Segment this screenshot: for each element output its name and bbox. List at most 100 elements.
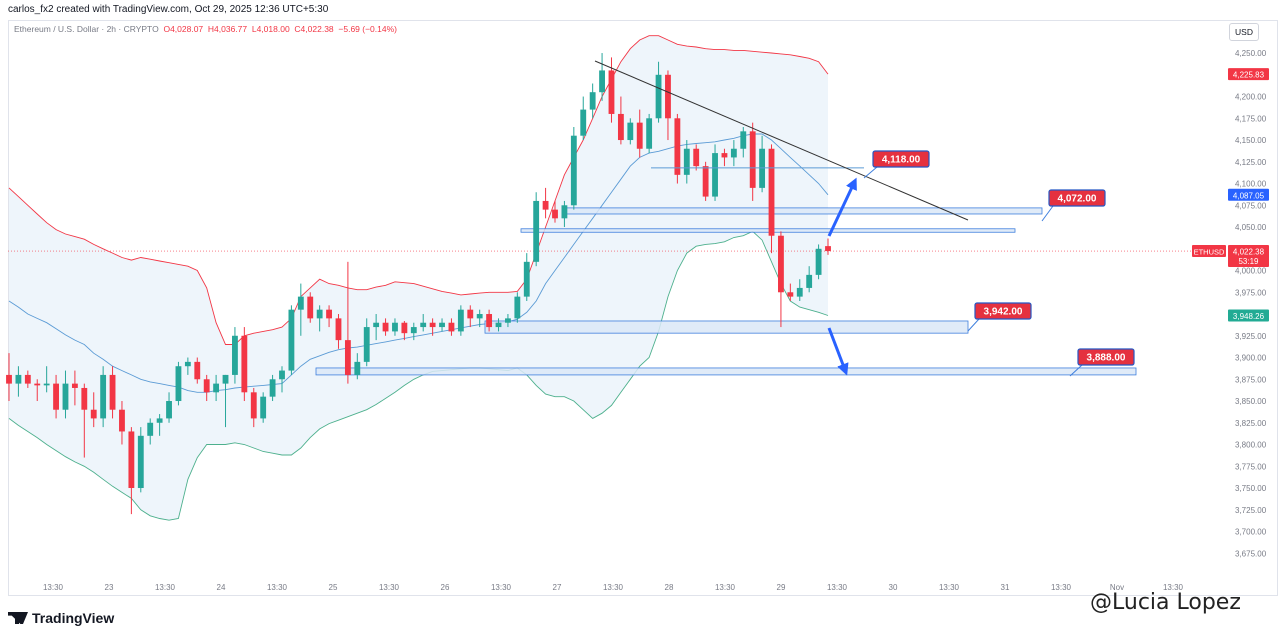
candle-body xyxy=(147,422,154,436)
x-tick-label: 13:30 xyxy=(43,583,64,592)
lower-band-label: 3,948.26 xyxy=(1233,312,1265,321)
last-price-value: 4,022.38 xyxy=(1233,248,1265,257)
candle-body xyxy=(486,314,493,328)
x-tick-label: 13:30 xyxy=(1163,583,1184,592)
lower-band-label-bg xyxy=(1228,309,1269,322)
y-tick-label: 3,900.00 xyxy=(1235,354,1267,363)
candle-body xyxy=(43,383,50,386)
candle-body xyxy=(655,74,662,119)
callout-leader xyxy=(1041,205,1054,222)
x-tick-label: 13:30 xyxy=(267,583,288,592)
candle-body xyxy=(542,200,549,210)
candle-body xyxy=(222,374,229,384)
candle-body xyxy=(768,148,775,236)
candle-body xyxy=(448,322,455,332)
candle-body xyxy=(335,318,342,341)
candle-body xyxy=(646,118,653,149)
callout-label: 3,942.00 xyxy=(984,307,1023,318)
y-tick-label: 4,075.00 xyxy=(1235,201,1267,210)
candle-body xyxy=(100,374,107,419)
candle-body xyxy=(439,322,445,328)
candle-body xyxy=(260,396,267,419)
y-tick-label: 3,750.00 xyxy=(1235,484,1267,493)
drawings[interactable]: 4,118.00 4,072.00 3,942.00 3,888.00 xyxy=(594,60,1135,377)
ohlc-close: C4,022.38 xyxy=(294,24,334,34)
symbol-name: Ethereum / U.S. Dollar · 2h · CRYPTO xyxy=(14,24,159,34)
support-resistance-zones[interactable] xyxy=(315,207,1137,376)
candles xyxy=(6,53,831,515)
candle-body xyxy=(363,327,370,362)
x-tick-label: 30 xyxy=(889,583,898,592)
y-tick-label: 3,700.00 xyxy=(1235,528,1267,537)
candle-body xyxy=(109,374,116,410)
price-axis[interactable]: 3,675.00 3,700.00 3,725.00 3,750.00 3,775.00… xyxy=(1235,49,1267,558)
basis-label: 4,087.05 xyxy=(1233,191,1265,200)
candle-body xyxy=(288,309,295,371)
candle-body xyxy=(241,335,248,393)
candle-body xyxy=(203,379,210,393)
candle-body xyxy=(307,296,314,319)
candle-body xyxy=(796,287,803,297)
bar-countdown: 53:19 xyxy=(1238,257,1259,266)
y-tick-label: 4,175.00 xyxy=(1235,114,1267,123)
candle-body xyxy=(34,383,41,386)
candle-body xyxy=(15,374,22,384)
candle-body xyxy=(457,309,464,332)
candle-body xyxy=(194,361,201,380)
candle-body xyxy=(693,148,700,167)
x-tick-label: 13:30 xyxy=(155,583,176,592)
y-tick-label: 4,050.00 xyxy=(1235,223,1267,232)
x-tick-label: 31 xyxy=(1001,583,1010,592)
y-tick-label: 4,125.00 xyxy=(1235,158,1267,167)
tradingview-logo-text: TradingView xyxy=(32,610,115,626)
candle-body xyxy=(62,383,69,410)
callout-box xyxy=(1048,189,1106,207)
callout-leader xyxy=(967,318,980,332)
candle-body xyxy=(505,318,511,323)
candle-body xyxy=(373,322,380,328)
x-tick-label: 28 xyxy=(665,583,674,592)
bollinger-basis-line xyxy=(8,133,829,393)
candle-body xyxy=(683,148,690,175)
candle-body xyxy=(175,366,182,402)
bollinger-upper-line xyxy=(8,35,829,345)
x-tick-label: 13:30 xyxy=(1051,583,1072,592)
candle-body xyxy=(495,322,502,328)
candle-body xyxy=(24,374,31,384)
ohlc-open: O4,028.07 xyxy=(163,24,204,34)
candle-body xyxy=(137,435,144,489)
x-tick-label: 25 xyxy=(329,583,338,592)
candle-body xyxy=(420,322,427,328)
ohlc-high: H4,036.77 xyxy=(207,24,248,34)
currency-button[interactable]: USD xyxy=(1229,23,1259,41)
symbol-legend[interactable]: Ethereum / U.S. Dollar · 2h · CRYPTO O4,… xyxy=(14,24,397,34)
price-axis-labels: 4,225.83 4,087.05 3,948.26 ETHUSD 4,022.3853… xyxy=(1192,68,1269,322)
time-axis[interactable]: 13:30 23 13:30 24 13:30 25 13:30 26 13:30 27 13:30… xyxy=(43,583,1184,592)
watermark-text: @Lucia Lopez xyxy=(1090,590,1241,615)
y-tick-label: 3,725.00 xyxy=(1235,506,1267,515)
candle-body xyxy=(523,261,530,297)
callout-leader xyxy=(1069,364,1083,377)
ohlc-change: −5.69 (−0.14%) xyxy=(338,24,397,34)
candle-body xyxy=(382,322,389,332)
tradingview-logo[interactable]: TradingView xyxy=(8,610,114,626)
bollinger-bands xyxy=(8,35,1222,521)
y-tick-label: 3,775.00 xyxy=(1235,462,1267,471)
x-tick-label: 13:30 xyxy=(379,583,400,592)
candle-body xyxy=(476,314,483,319)
candle-body xyxy=(184,361,191,367)
candle-body xyxy=(166,401,172,419)
candle-body xyxy=(344,340,351,375)
candle-body xyxy=(119,409,125,432)
y-tick-label: 4,000.00 xyxy=(1235,267,1267,276)
callout-box xyxy=(1077,348,1135,366)
candle-body xyxy=(410,327,417,334)
y-tick-label: 4,100.00 xyxy=(1235,180,1267,189)
candle-body xyxy=(250,392,257,419)
x-tick-label: 13:30 xyxy=(827,583,848,592)
candle-body xyxy=(740,131,747,149)
x-tick-label: 24 xyxy=(217,583,226,592)
upper-band-label: 4,225.83 xyxy=(1233,71,1265,80)
candle-body xyxy=(561,205,568,219)
